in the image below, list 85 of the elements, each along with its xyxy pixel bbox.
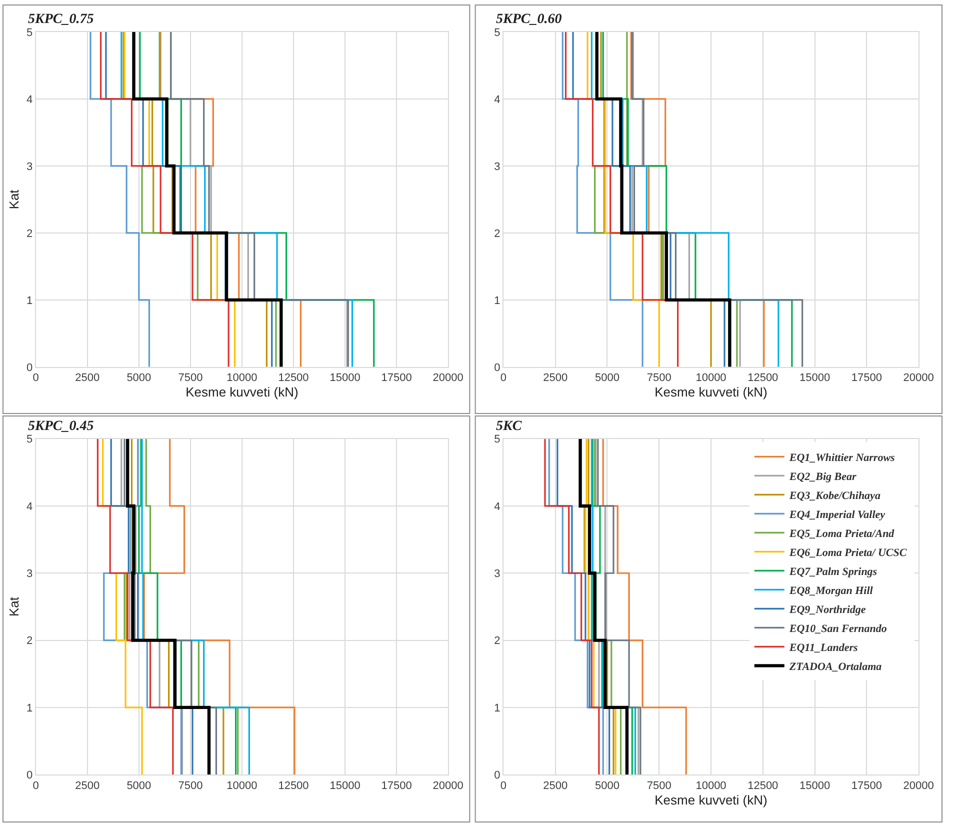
- chart-title: 5KPC_0.60: [496, 12, 562, 27]
- y-tick-label: 0: [26, 769, 33, 782]
- y-tick-label: 4: [494, 500, 500, 513]
- x-tick-label: 15000: [799, 372, 830, 384]
- x-axis-title: Kesme kuvveti (kN): [186, 384, 298, 400]
- line-series: [90, 32, 150, 367]
- line-series: [564, 32, 679, 367]
- x-tick-label: 2500: [75, 372, 100, 384]
- x-axis-title: Kesme kuvveti (kN): [654, 384, 768, 400]
- x-tick-label: 20000: [903, 372, 934, 384]
- y-tick-label: 3: [494, 160, 500, 173]
- legend-label: EQ2_Big Bear: [788, 470, 858, 483]
- x-tick-label: 2500: [543, 780, 568, 792]
- line-series: [578, 438, 629, 775]
- y-tick-label: 2: [26, 635, 33, 648]
- y-axis-title: Kat: [6, 189, 22, 210]
- x-tick-label: 12500: [278, 780, 309, 792]
- line-series: [96, 438, 174, 775]
- x-tick-label: 10000: [226, 372, 258, 384]
- y-tick-label: 3: [26, 568, 33, 580]
- y-tick-label: 2: [494, 228, 500, 240]
- x-tick-label: 5000: [126, 372, 152, 384]
- chart-title: 5KPC_0.45: [28, 419, 94, 434]
- x-tick-label: 7500: [178, 780, 203, 792]
- y-tick-label: 0: [494, 362, 500, 374]
- y-tick-label: 1: [26, 294, 33, 307]
- x-tick-label: 17500: [851, 780, 882, 792]
- line-series: [602, 438, 687, 775]
- y-axis-title: Kat: [6, 596, 22, 616]
- legend-label: ZTADOA_Ortalama: [788, 660, 882, 673]
- y-tick-label: 0: [494, 769, 500, 782]
- y-tick-label: 3: [494, 568, 500, 580]
- y-tick-label: 0: [26, 362, 33, 374]
- x-tick-label: 7500: [178, 372, 203, 384]
- y-tick-label: 1: [494, 294, 500, 307]
- x-tick-label: 12500: [278, 372, 309, 384]
- x-tick-label: 15000: [799, 780, 830, 792]
- y-tick-label: 5: [494, 26, 500, 39]
- legend-label: EQ11_Landers: [788, 642, 858, 654]
- line-series: [100, 32, 230, 367]
- x-tick-label: 5000: [595, 372, 620, 384]
- legend-label: EQ8_Morgan Hill: [788, 584, 874, 597]
- y-tick-label: 3: [26, 160, 33, 173]
- x-tick-label: 10000: [696, 780, 726, 792]
- legend-label: EQ6_Loma Prieta/ UCSC: [788, 546, 908, 559]
- x-tick-label: 20000: [903, 780, 934, 792]
- legend-label: EQ10_San Fernando: [788, 622, 888, 635]
- x-tick-label: 2500: [543, 372, 568, 384]
- y-tick-label: 4: [26, 94, 33, 106]
- x-tick-label: 7500: [646, 780, 672, 792]
- x-tick-label: 15000: [330, 780, 360, 792]
- x-axis-title: Kesme kuvveti (kN): [654, 792, 768, 808]
- x-tick-label: 5000: [126, 780, 152, 792]
- x-tick-label: 17500: [851, 372, 882, 384]
- x-tick-label: 10000: [226, 780, 258, 792]
- chart-title: 5KC: [496, 419, 522, 434]
- legend-label: EQ9_Northridge: [788, 604, 866, 616]
- y-tick-label: 2: [26, 228, 33, 240]
- x-tick-label: 17500: [381, 372, 412, 384]
- chart-title: 5KPC_0.75: [28, 12, 94, 27]
- y-tick-label: 2: [494, 635, 500, 648]
- line-series: [562, 32, 644, 367]
- x-tick-label: 17500: [381, 780, 412, 792]
- y-tick-label: 4: [494, 94, 500, 106]
- x-tick-label: 20000: [432, 372, 464, 384]
- line-series: [556, 438, 610, 775]
- y-tick-label: 5: [26, 434, 33, 446]
- x-tick-label: 2500: [75, 780, 100, 792]
- legend-label: EQ5_Loma Prieta/And: [788, 528, 895, 540]
- y-tick-label: 5: [26, 26, 33, 39]
- x-tick-label: 20000: [432, 780, 464, 792]
- x-tick-label: 10000: [696, 372, 726, 384]
- legend-label: EQ4_Imperial Valley: [788, 508, 886, 521]
- y-tick-label: 4: [26, 500, 33, 513]
- x-tick-label: 15000: [330, 372, 360, 384]
- legend-label: EQ1_Whittier Narrows: [788, 452, 895, 464]
- y-tick-label: 5: [494, 434, 500, 446]
- x-tick-label: 12500: [748, 372, 778, 384]
- legend-label: EQ3_Kobe/Chihaya: [788, 490, 881, 502]
- x-tick-label: 5000: [595, 780, 620, 792]
- x-tick-label: 7500: [646, 372, 672, 384]
- y-tick-label: 1: [494, 702, 500, 714]
- x-tick-label: 12500: [748, 780, 778, 792]
- y-tick-label: 1: [26, 702, 33, 714]
- legend-label: EQ7_Palm Springs: [788, 566, 878, 578]
